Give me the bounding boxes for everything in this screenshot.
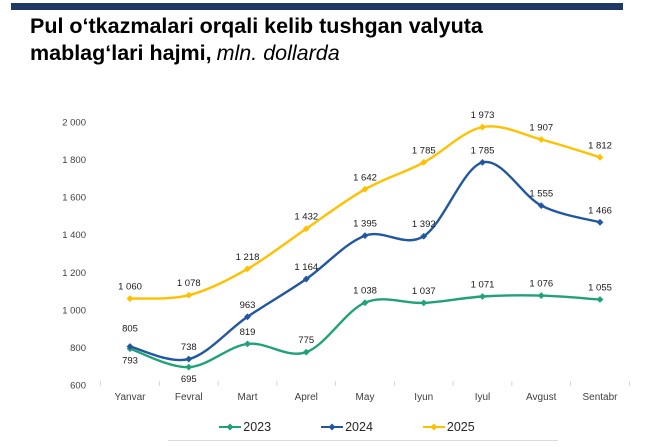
data-point-label: 1 785 [471,145,495,156]
data-point-marker [420,232,428,240]
series-line-2025 [128,125,602,300]
data-point-marker [479,123,486,131]
data-point-label: 1 642 [353,172,377,183]
data-point-label: 1 164 [294,262,318,273]
chart-title-units: mln. dollarda [216,41,340,65]
data-point-marker [537,202,545,209]
data-point-label: 1 218 [236,252,260,263]
data-point-label: 1 076 [529,279,553,290]
data-point-label: 793 [122,356,138,367]
data-point-label: 695 [181,374,197,385]
data-point-label: 1 466 [588,205,612,216]
data-point-marker [185,291,193,299]
y-axis-tick-label: 2 000 [62,118,86,129]
series-line-2023 [128,294,602,369]
data-point-label: 1 078 [177,278,201,289]
y-axis-tick-label: 600 [70,381,86,392]
data-point-marker [244,340,251,348]
y-axis-tick-label: 1 200 [62,268,86,279]
x-axis-label: Iyun [414,392,433,403]
data-point-marker [185,355,193,363]
legend-item-2024: 2024 [321,420,373,434]
data-point-marker [420,299,428,307]
x-axis-label: Avgust [526,392,557,403]
data-point-marker [361,185,369,193]
legend-line-marker-icon [321,422,344,432]
data-point-label: 805 [122,323,138,334]
title-accent-bar [11,3,623,10]
legend-line-marker-icon [219,422,242,432]
legend-swatch-svg [219,423,242,431]
legend-line-marker-icon [422,422,445,432]
legend-diamond [328,423,336,431]
data-point-label: 1 060 [118,282,142,293]
data-point-label: 1 392 [412,219,436,230]
chart-legend: 2023 2024 2025 [16,420,662,434]
data-point-label: 1 071 [471,280,495,291]
data-point-marker [302,348,310,356]
x-axis-label: Sentabr [582,392,618,403]
x-axis-label: Iyul [475,392,491,403]
data-point-marker [361,299,369,307]
data-point-marker [126,295,134,302]
bottom-divider [168,440,558,441]
data-point-marker [361,232,369,240]
data-point-marker [420,158,428,166]
legend-item-2023: 2023 [219,420,271,434]
data-point-label: 1 432 [294,212,318,223]
data-point-label: 1 038 [353,286,377,297]
legend-item-2025: 2025 [422,420,475,434]
chart-title-line1: Pul o‘tkazmalari orqali kelib tushgan va… [30,14,483,38]
x-axis-label: Aprel [295,392,318,403]
chart-title: Pul o‘tkazmalari orqali kelib tushgan va… [30,13,630,67]
data-point-marker [244,265,251,273]
y-axis-tick-label: 800 [70,343,86,354]
data-point-marker [537,292,545,299]
y-axis-tick-label: 1 000 [62,305,86,316]
data-point-label: 1 973 [471,110,495,121]
data-point-label: 1 055 [588,283,612,294]
data-point-label: 1 555 [529,189,553,200]
legend-label: 2025 [446,420,475,434]
data-point-label: 775 [298,335,314,346]
x-axis-label: Fevral [175,392,203,403]
y-axis-tick-label: 1 600 [62,193,86,204]
data-point-marker [185,363,193,371]
x-axis-label: Yanvar [115,392,147,403]
data-point-marker [126,343,134,350]
y-axis-tick-label: 1 400 [62,230,86,241]
legend-diamond [430,423,438,431]
data-point-label: 963 [240,300,256,311]
data-point-marker [479,158,486,166]
data-point-marker [537,136,545,143]
data-point-marker [596,296,604,303]
data-point-marker [302,275,310,283]
series-line-2024 [128,160,602,362]
data-point-label: 1 395 [353,219,377,230]
data-point-marker [596,218,604,226]
data-point-marker [302,225,310,233]
data-point-marker [244,313,251,321]
x-axis-label: May [356,392,375,403]
data-point-label: 1 812 [588,140,612,151]
legend-label: 2023 [243,420,272,434]
data-point-label: 819 [240,327,256,338]
data-point-label: 1 037 [412,286,436,297]
x-axis-label: Mart [238,392,258,403]
data-point-label: 1 907 [529,122,553,133]
legend-swatch-svg [321,423,344,431]
legend-swatch-svg [422,423,445,431]
y-axis-tick-label: 1 800 [62,155,86,166]
data-point-marker [596,153,604,161]
data-point-marker [479,293,486,300]
chart-title-line2: mablag‘lari hajmi, [30,41,212,65]
legend-label: 2024 [345,420,373,434]
data-point-label: 738 [181,342,197,353]
data-point-label: 1 785 [412,145,436,156]
legend-diamond [226,423,234,431]
